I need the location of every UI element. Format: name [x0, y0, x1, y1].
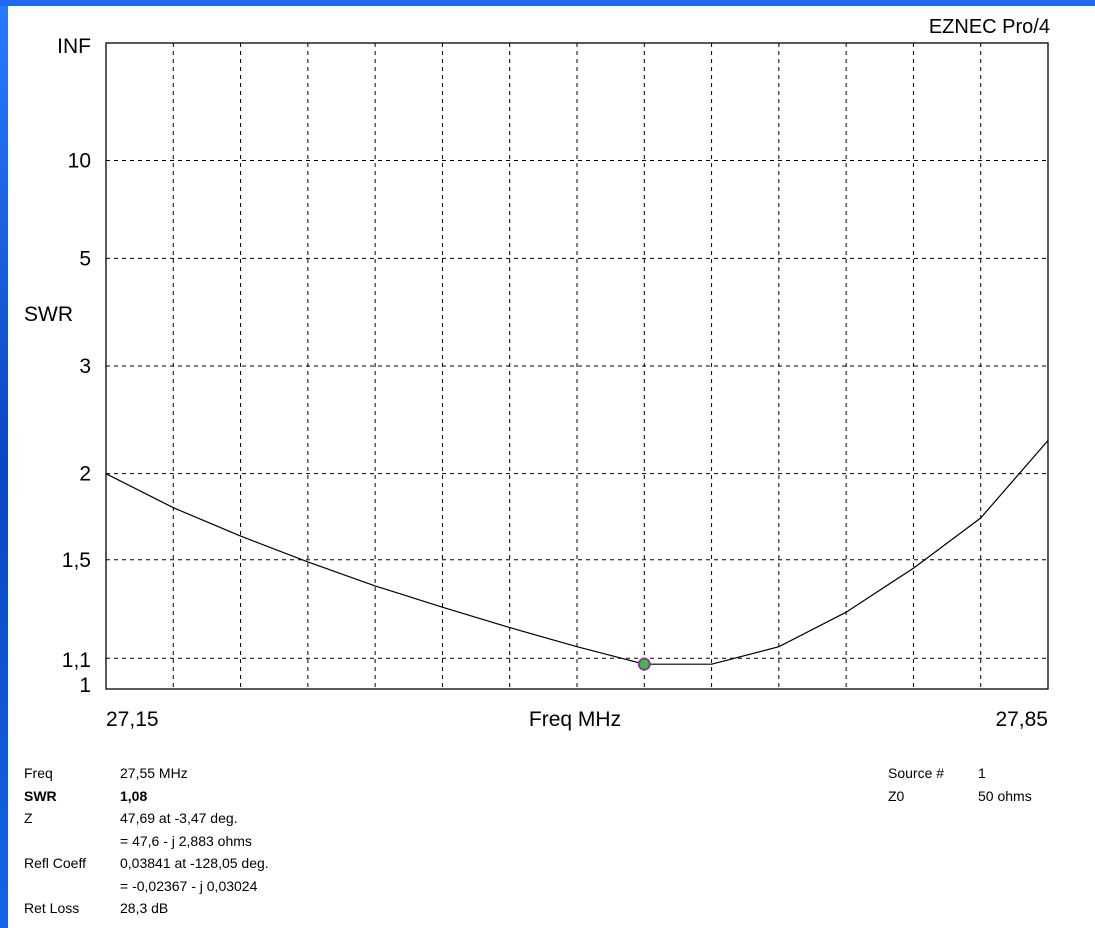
- frequency-marker[interactable]: [637, 657, 651, 671]
- readout-refl-label: Refl Coeff: [24, 855, 86, 871]
- x-axis-label: Freq MHz: [529, 708, 621, 731]
- source-number-value: 1: [978, 765, 986, 781]
- y-tick-label: 1,5: [62, 549, 91, 572]
- readout-refl-value: 0,03841 at -128,05 deg.: [120, 855, 269, 871]
- swr-plot-window: EZNEC Pro/4 INF 10 5 3 2 1,5 1,1 1 27,15 27,85 F…: [8, 6, 1095, 928]
- readout-freq-label: Freq: [24, 765, 53, 781]
- readout-refl-value-2: = -0,02367 - j 0,03024: [120, 877, 258, 894]
- readout-z-value: 47,69 at -3,47 deg.: [120, 810, 238, 826]
- readout-swr-value: 1,08: [120, 787, 148, 804]
- chart-grid: [106, 43, 1048, 689]
- y-tick-label: 1: [79, 674, 91, 697]
- readout-retloss-label: Ret Loss: [24, 900, 80, 916]
- y-tick-label: 2: [79, 463, 91, 486]
- window-frame-top: [0, 0, 1095, 6]
- swr-series-line: [105, 440, 1049, 665]
- readout-refl-row: Refl Coeff 0,03841 at -128,05 deg.: [24, 852, 364, 875]
- y-tick-labels: INF 10 5 3 2 1,5 1,11: [57, 35, 91, 697]
- y-tick-label: 1,1: [62, 649, 91, 672]
- readout-panel: Freq 27,55 MHz SWR 1,08 Z 47,69 at -3,47…: [24, 762, 364, 920]
- y-tick-label: 3: [79, 355, 91, 378]
- x-tick-label-end: 27,85: [995, 708, 1048, 731]
- x-tick-label-start: 27,15: [106, 708, 159, 731]
- readout-swr-row: SWR 1,08: [24, 785, 364, 808]
- z0-label: Z0: [888, 787, 905, 804]
- swr-chart: INF 10 5 3 2 1,5 1,11 27,15 27,85 Freq MHz SWR: [24, 35, 1049, 731]
- x-tick-labels: 27,15 27,85: [106, 708, 1048, 731]
- readout-retloss-value: 28,3 dB: [120, 900, 169, 916]
- z0-value: 50 ohms: [978, 787, 1032, 804]
- readout-swr-label: SWR: [24, 787, 57, 804]
- y-tick-label: 5: [79, 247, 91, 270]
- readout-freq-value: 27,55 MHz: [120, 765, 188, 781]
- readout-refl-row-2: = -0,02367 - j 0,03024: [24, 875, 364, 898]
- plot-area-border: [105, 42, 1049, 690]
- y-tick-label: 10: [68, 149, 91, 172]
- source-panel: Source # 1 Z0 50 ohms: [888, 762, 1088, 807]
- readout-freq-row: Freq 27,55 MHz: [24, 762, 364, 785]
- readout-z-label: Z: [24, 810, 33, 826]
- z0-row: Z0 50 ohms: [888, 785, 1088, 808]
- app-title: EZNEC Pro/4: [928, 16, 1050, 38]
- source-number-row: Source # 1: [888, 762, 1088, 785]
- y-axis-label: SWR: [24, 303, 73, 326]
- readout-z-value-2: = 47,6 - j 2,883 ohms: [120, 832, 252, 849]
- readout-z-row-2: = 47,6 - j 2,883 ohms: [24, 830, 364, 853]
- readout-retloss-row: Ret Loss 28,3 dB: [24, 897, 364, 920]
- y-tick-label: INF: [57, 35, 91, 58]
- source-number-label: Source #: [888, 765, 945, 781]
- window-frame-left: [0, 0, 8, 928]
- readout-z-row: Z 47,69 at -3,47 deg.: [24, 807, 364, 830]
